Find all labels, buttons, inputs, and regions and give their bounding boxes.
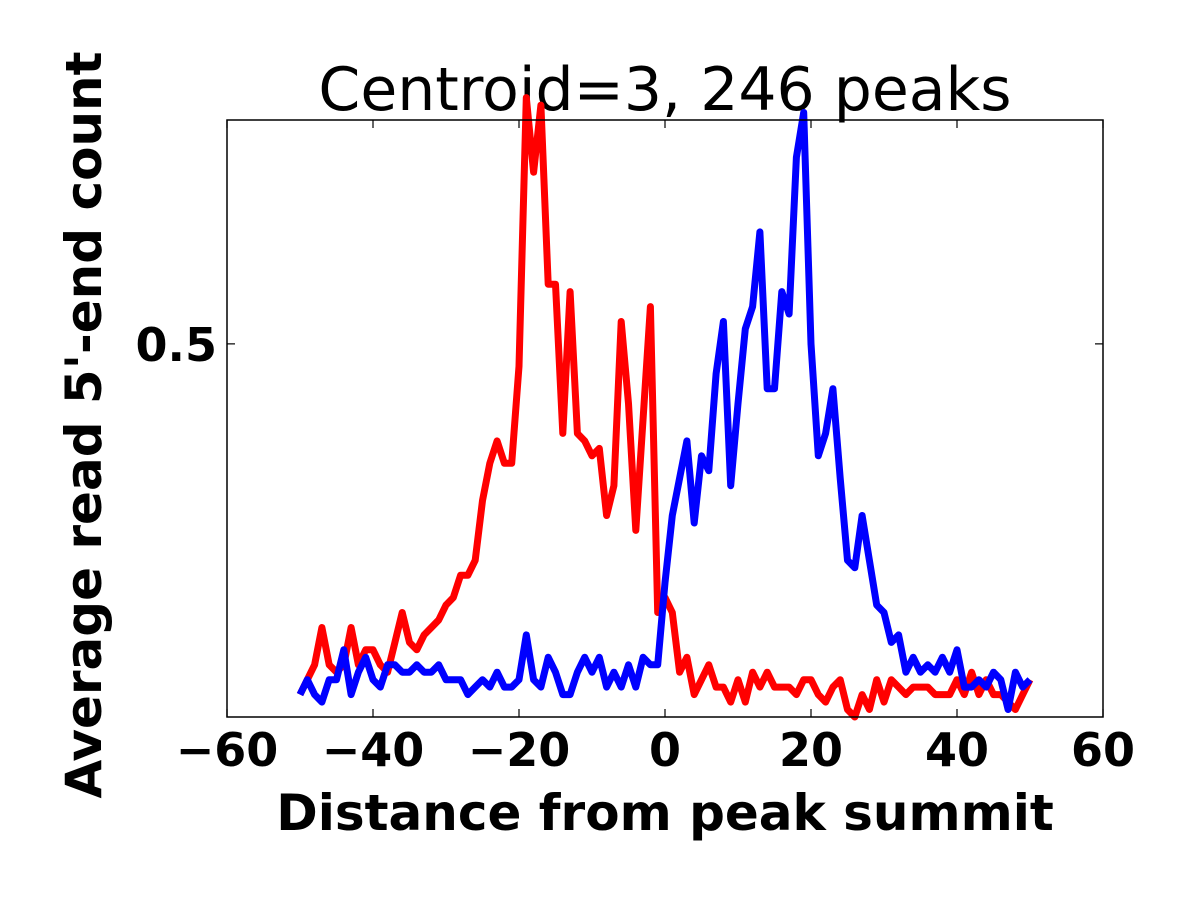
- tick-layer: −60 −40 −20 0 20 40 60 0.5: [136, 120, 1135, 777]
- x-tick-label: 40: [925, 723, 989, 777]
- x-tick-label: −40: [322, 723, 425, 777]
- y-axis-label: Average read 5'-end count: [55, 51, 113, 798]
- x-tick-label: 20: [779, 723, 843, 777]
- chart-title: Centroid=3, 246 peaks: [318, 55, 1011, 125]
- x-tick-label: 60: [1071, 723, 1135, 777]
- x-tick-label: 0: [649, 723, 681, 777]
- x-tick-label: −60: [176, 723, 279, 777]
- plot-frame: [226, 119, 1104, 718]
- series-line-2: [296, 109, 1033, 713]
- x-tick-label: −20: [468, 723, 571, 777]
- series-layer: [296, 94, 1034, 721]
- x-axis-label: Distance from peak summit: [276, 784, 1054, 842]
- series-line-1: [296, 94, 1034, 721]
- y-tick-label: 0.5: [136, 318, 218, 372]
